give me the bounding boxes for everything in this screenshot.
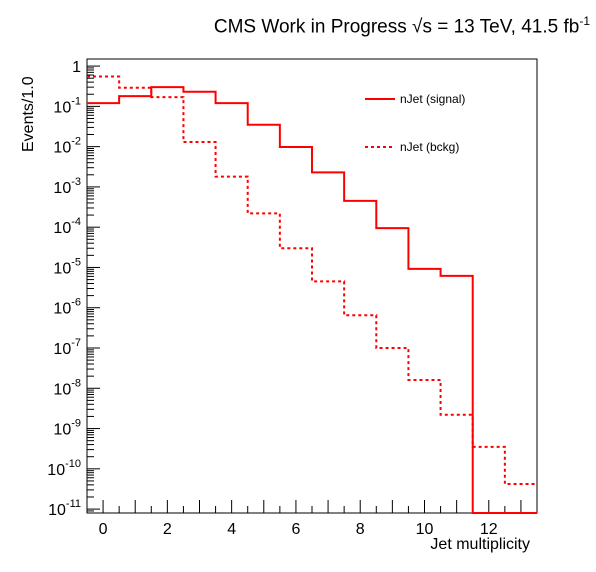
y-tick-label: 10-1 (53, 95, 81, 116)
x-tick-label: 2 (163, 521, 172, 538)
x-axis-label: Jet multiplicity (430, 536, 530, 553)
y-tick-label: 10-6 (53, 297, 81, 318)
sqrt-symbol: √ (412, 16, 423, 38)
x-tick-label: 6 (291, 521, 300, 538)
y-tick-label: 10-7 (53, 337, 81, 358)
legend: nJet (signal) nJet (bckg) (365, 92, 465, 154)
x-tick-label: 8 (356, 521, 365, 538)
series-line-signal (87, 86, 537, 514)
y-tick-label: 10-2 (53, 136, 81, 157)
y-tick-label: 10-5 (53, 256, 81, 277)
y-tick-label: 10-11 (48, 498, 81, 519)
y-tick-label: 1 (72, 59, 81, 76)
plot-frame (86, 58, 538, 514)
legend-label-signal: nJet (signal) (400, 92, 465, 106)
x-tick-label: 12 (480, 521, 498, 538)
axis-ticks: 0 2 4 6 8 10 12 1 10-1 10-2 10-3 10-4 10-5 10-6 10-7 10… (47, 59, 538, 538)
x-tick-label: 0 (99, 521, 108, 538)
y-tick-label: 10-9 (53, 418, 81, 439)
y-tick-label: 10-4 (53, 216, 81, 237)
x-tick-label: 4 (227, 521, 236, 538)
title-main: CMS Work in Progress (213, 16, 407, 38)
series-group (87, 75, 537, 514)
title-energy-lumi: s = 13 TeV, 41.5 fb (422, 16, 580, 38)
y-tick-label: 10-10 (47, 458, 81, 479)
chart-title: CMS Work in Progress √s = 13 TeV, 41.5 f… (140, 14, 590, 38)
series-line-bckg (87, 75, 537, 485)
x-tick-label: 10 (416, 521, 434, 538)
title-lumi-exponent: -1 (579, 14, 590, 28)
y-tick-label: 10-3 (53, 176, 81, 197)
y-tick-label: 10-8 (53, 377, 81, 398)
legend-label-bckg: nJet (bckg) (400, 140, 459, 154)
